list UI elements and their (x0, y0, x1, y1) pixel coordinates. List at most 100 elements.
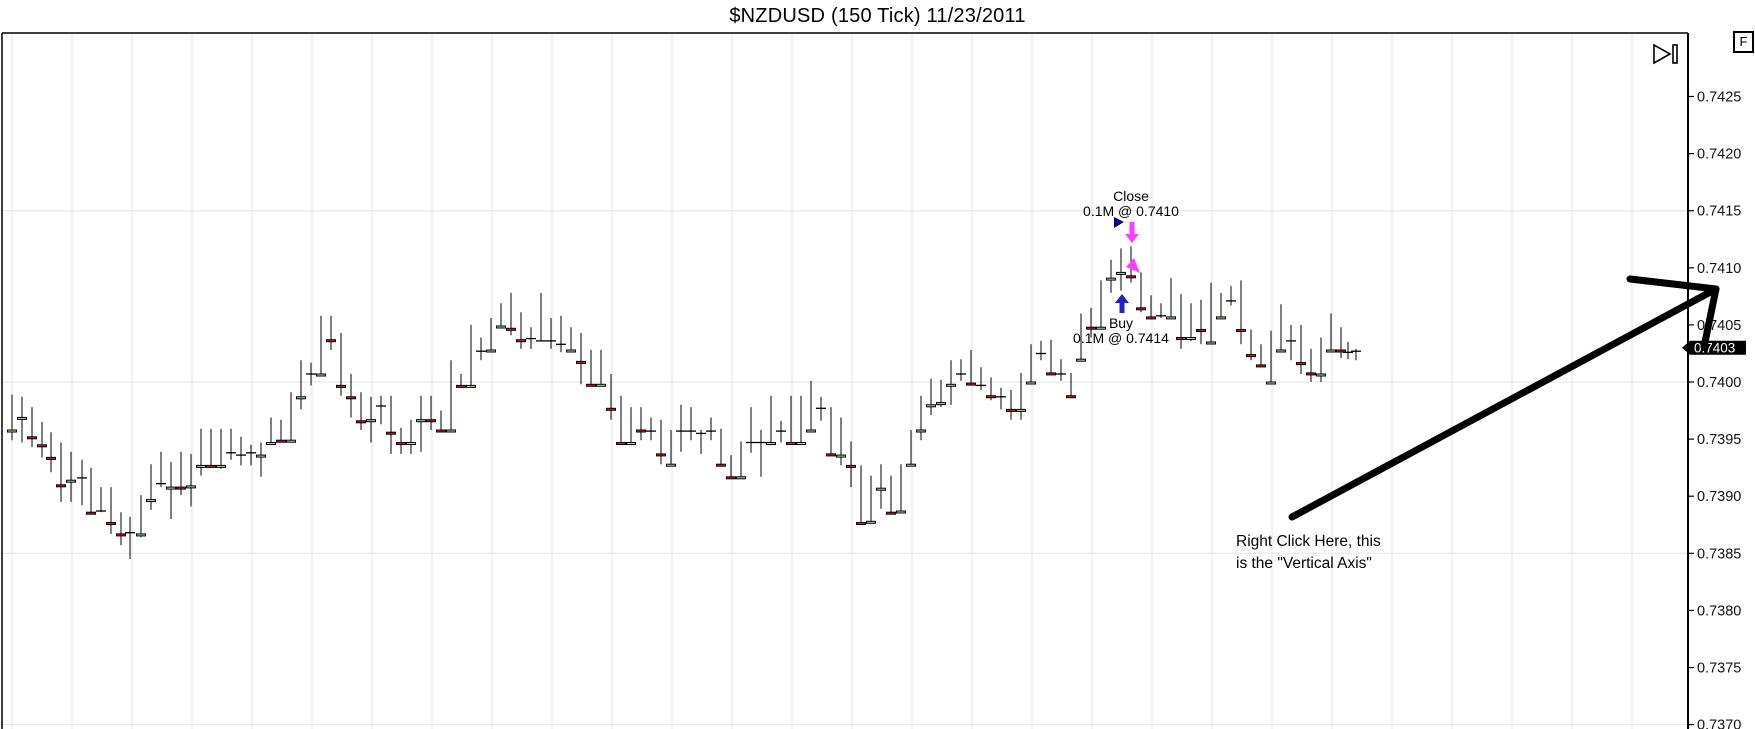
candle (116, 533, 126, 537)
candle (396, 442, 406, 445)
candlesticks (7, 246, 1361, 559)
last-price-tag: 0.7403 (1682, 340, 1746, 356)
candle (986, 395, 996, 399)
candle (316, 373, 326, 377)
candle (356, 420, 366, 424)
candle (1136, 307, 1146, 311)
candle (27, 436, 37, 440)
candle (1306, 372, 1316, 376)
candle (366, 419, 376, 423)
candle (856, 522, 866, 525)
candle (296, 396, 306, 400)
candle (1126, 275, 1136, 279)
note-line-2: is the "Vertical Axis" (1236, 555, 1372, 572)
buy-arrow-icon (1115, 294, 1129, 303)
candle (1236, 329, 1246, 332)
candle (1116, 271, 1126, 275)
candle (86, 511, 96, 515)
candle (926, 404, 936, 408)
chart-title: $NZDUSD (150 Tick) 11/23/2011 (729, 5, 1026, 27)
candle (56, 484, 66, 488)
candle (1016, 408, 1026, 412)
buy-order-detail: 0.1M @ 0.7414 (1073, 330, 1169, 346)
note-line-1: Right Click Here, this (1236, 533, 1381, 550)
candle (1206, 341, 1216, 345)
candle (916, 429, 926, 433)
candle (726, 476, 736, 480)
f-button[interactable]: F (1733, 31, 1754, 53)
candle (786, 442, 796, 445)
candle (886, 511, 896, 515)
candle (846, 464, 856, 468)
candle (586, 383, 596, 387)
buy-order-label: Buy (1108, 315, 1134, 331)
candle (946, 383, 956, 387)
candle (736, 476, 746, 480)
candle (1096, 326, 1106, 330)
candle (7, 429, 17, 433)
candle (1246, 354, 1256, 358)
close-arrowhead2-icon (1126, 258, 1140, 273)
candle (896, 510, 906, 514)
candle (496, 325, 506, 329)
vertical-gridlines (11, 33, 1633, 729)
candle (636, 429, 646, 433)
axis-price-label: 0.7400 (1697, 375, 1741, 391)
candle (1326, 349, 1336, 353)
candle (426, 419, 436, 423)
candle (256, 454, 266, 458)
candle (266, 442, 276, 445)
candle (136, 533, 146, 537)
candle (766, 442, 776, 445)
candle (1266, 381, 1276, 385)
axis-price-label: 0.7420 (1697, 147, 1741, 163)
candle (336, 384, 346, 388)
axis-price-label: 0.7410 (1697, 261, 1741, 277)
candle (656, 453, 666, 457)
candle (616, 442, 626, 445)
candle (17, 416, 27, 420)
candle (596, 383, 606, 387)
candle (106, 522, 116, 525)
candle (516, 339, 526, 343)
candle (1086, 326, 1096, 330)
candle (566, 349, 576, 353)
candle (1216, 316, 1226, 320)
candle (216, 464, 226, 468)
candle (456, 384, 466, 388)
candle (1296, 362, 1306, 366)
play-to-end-icon[interactable] (1653, 43, 1678, 65)
candle (1006, 408, 1016, 412)
candle (1026, 381, 1036, 385)
candle (1066, 395, 1076, 399)
candle (146, 499, 156, 503)
candle (936, 402, 946, 406)
candle (506, 327, 516, 331)
candle (46, 456, 56, 460)
order-markers (1114, 217, 1140, 313)
candle (1046, 372, 1056, 376)
candle (176, 486, 186, 490)
axis-price-label: 0.7415 (1697, 204, 1741, 220)
candle (386, 431, 396, 435)
candle (1166, 316, 1176, 320)
axis-price-label: 0.7370 (1697, 718, 1741, 729)
candle (66, 479, 76, 483)
candle (1256, 364, 1266, 368)
candle (606, 407, 616, 411)
candle (286, 439, 296, 443)
vertical-price-axis[interactable]: 0.74250.74200.74150.74100.74050.74000.73… (1687, 33, 1741, 729)
candle (486, 349, 496, 353)
candle (1196, 329, 1206, 332)
candle (796, 442, 806, 445)
candle (416, 419, 426, 423)
big-annotation-arrow (1288, 275, 1720, 521)
candle (1076, 358, 1086, 362)
candle (326, 339, 336, 343)
candle (836, 454, 846, 458)
right-click-note: Right Click Here, this is the "Vertical … (1236, 531, 1436, 575)
plot-border (1, 32, 1688, 729)
candle (37, 444, 47, 448)
